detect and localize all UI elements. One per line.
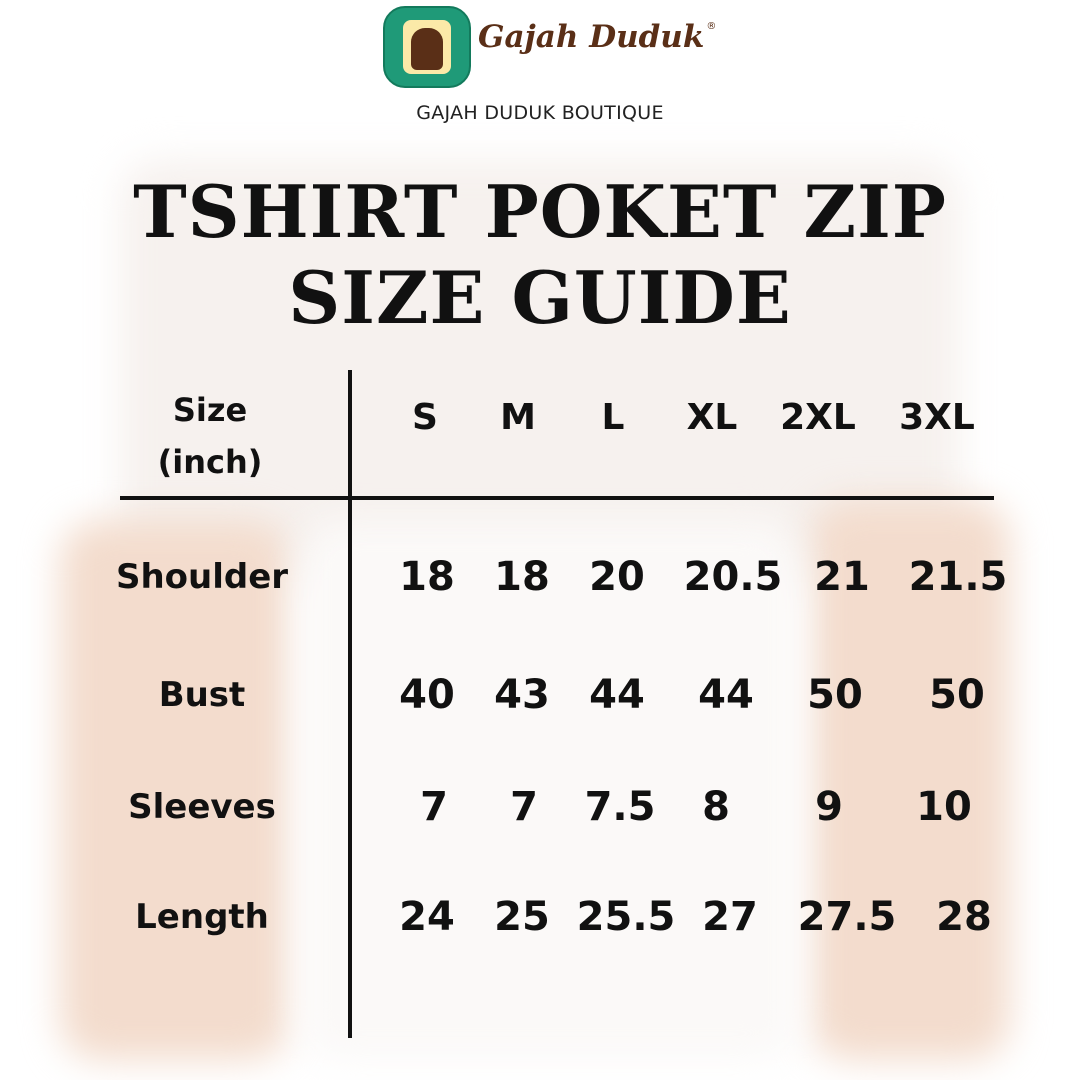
table-cell: 24 [399,894,455,940]
table-vertical-divider [348,370,352,1038]
row-label: Bust [158,675,246,715]
table-cell: 25.5 [576,894,676,940]
brand-name: Gajah Duduk [478,19,705,55]
table-cell: 27.5 [797,894,897,940]
table-cell: 9 [815,784,843,830]
background-torso [300,520,800,1060]
table-cell: 20 [589,554,645,600]
row-label: Shoulder [115,557,289,597]
background-left-arm [60,520,290,1060]
row-label: Length [135,897,269,937]
row-label: Sleeves [128,787,276,827]
table-cell: 43 [494,672,550,718]
table-cell: 44 [589,672,645,718]
table-cell: 44 [698,672,754,718]
table-cell: 7.5 [584,784,656,830]
column-header: S [412,397,438,438]
table-cell: 21.5 [908,554,1008,600]
table-cell: 18 [494,554,550,600]
corner-label-unit: (inch) [157,443,263,481]
elephant-logo [383,6,471,88]
table-cell: 7 [510,784,538,830]
brand-wordmark: Gajah Duduk ® [478,22,716,53]
registered-mark: ® [706,21,717,32]
title-line2: SIZE GUIDE [288,255,792,340]
table-cell: 20.5 [683,554,783,600]
background-right-arm [810,500,1010,1060]
background-shirt [120,160,960,580]
table-cell: 10 [916,784,972,830]
corner-label-size: Size [172,391,248,429]
table-cell: 7 [420,784,448,830]
table-cell: 18 [399,554,455,600]
column-header: 2XL [780,397,856,438]
table-cell: 21 [814,554,870,600]
column-header: 3XL [899,397,975,438]
table-cell: 40 [399,672,455,718]
table-cell: 25 [494,894,550,940]
table-cell: 8 [702,784,730,830]
column-header: XL [686,397,738,438]
table-horizontal-divider [120,496,994,500]
boutique-subtitle: GAJAH DUDUK BOUTIQUE [416,102,664,124]
column-header: L [601,397,625,438]
title-line1: TSHIRT POKET ZIP [133,169,947,254]
table-cell: 50 [807,672,863,718]
table-cell: 28 [936,894,992,940]
table-cell: 50 [929,672,985,718]
table-cell: 27 [702,894,758,940]
column-header: M [500,397,536,438]
